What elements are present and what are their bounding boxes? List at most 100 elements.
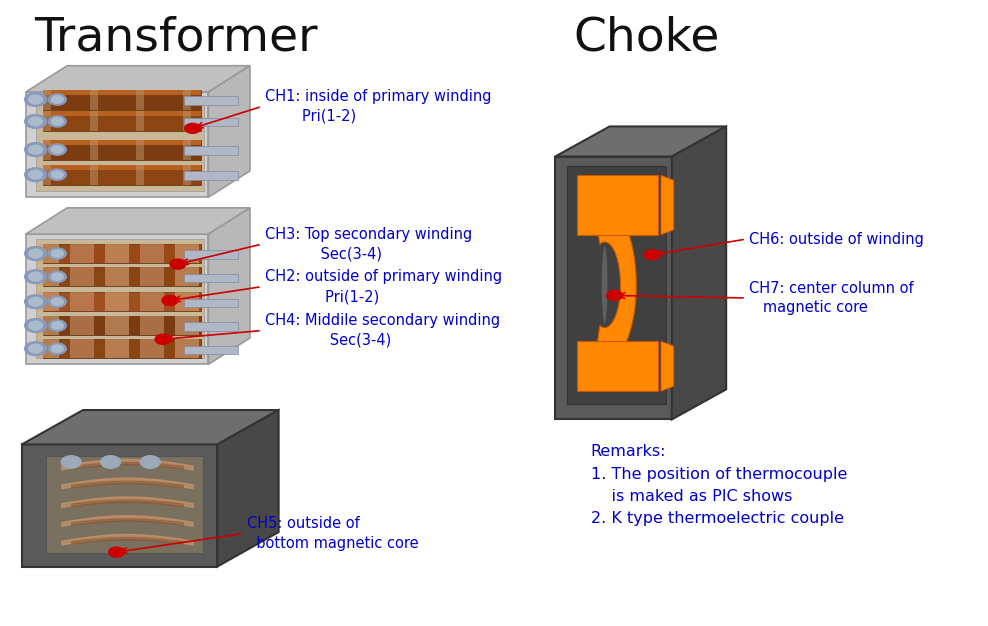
Polygon shape (555, 126, 726, 156)
Circle shape (51, 322, 63, 329)
Text: CH7: center column of
   magnetic core: CH7: center column of magnetic core (749, 280, 914, 316)
Circle shape (51, 146, 63, 153)
Polygon shape (595, 207, 636, 363)
Circle shape (29, 117, 42, 126)
Polygon shape (43, 111, 201, 131)
Polygon shape (43, 244, 201, 263)
Polygon shape (577, 341, 658, 391)
Polygon shape (105, 292, 128, 311)
Circle shape (25, 319, 46, 332)
Polygon shape (140, 267, 164, 286)
Circle shape (29, 344, 42, 353)
Circle shape (48, 296, 66, 307)
Polygon shape (36, 244, 59, 263)
Polygon shape (661, 175, 674, 235)
Polygon shape (183, 140, 191, 160)
Circle shape (25, 295, 46, 309)
Polygon shape (140, 339, 164, 358)
Polygon shape (70, 316, 94, 335)
Text: Choke: Choke (573, 16, 719, 61)
Polygon shape (184, 146, 238, 155)
Polygon shape (184, 274, 238, 282)
Polygon shape (140, 244, 164, 263)
Polygon shape (217, 410, 279, 567)
Circle shape (51, 345, 63, 352)
Polygon shape (136, 165, 144, 185)
Text: CH5: outside of
  bottom magnetic core: CH5: outside of bottom magnetic core (247, 516, 419, 551)
Polygon shape (136, 111, 144, 131)
Polygon shape (661, 341, 674, 391)
Polygon shape (70, 339, 94, 358)
Text: Transformer: Transformer (35, 16, 318, 61)
Polygon shape (43, 140, 51, 160)
Polygon shape (43, 111, 201, 116)
Polygon shape (175, 267, 199, 286)
Polygon shape (183, 165, 191, 185)
Polygon shape (105, 339, 128, 358)
Polygon shape (22, 444, 217, 567)
Polygon shape (105, 316, 128, 335)
Text: CH3: Top secondary winding
            Sec(3-4): CH3: Top secondary winding Sec(3-4) (265, 227, 472, 262)
Polygon shape (90, 165, 98, 185)
Circle shape (109, 547, 124, 557)
Circle shape (162, 295, 178, 305)
Circle shape (51, 96, 63, 103)
Circle shape (140, 456, 160, 468)
Polygon shape (183, 90, 191, 110)
Circle shape (29, 95, 42, 104)
Text: CH6: outside of winding: CH6: outside of winding (749, 232, 924, 247)
Circle shape (25, 247, 46, 260)
Polygon shape (46, 456, 203, 553)
Circle shape (607, 290, 622, 300)
Polygon shape (90, 140, 98, 160)
Polygon shape (43, 316, 201, 335)
Circle shape (155, 334, 171, 344)
Polygon shape (208, 208, 250, 364)
Polygon shape (184, 346, 238, 354)
Polygon shape (672, 126, 726, 419)
Circle shape (644, 250, 660, 260)
Polygon shape (184, 299, 238, 307)
Polygon shape (26, 234, 208, 364)
Polygon shape (184, 322, 238, 331)
Circle shape (29, 297, 42, 306)
Circle shape (29, 321, 42, 330)
Polygon shape (184, 171, 238, 180)
Circle shape (170, 259, 186, 269)
Circle shape (25, 115, 46, 128)
Circle shape (51, 118, 63, 125)
Polygon shape (602, 245, 608, 324)
Polygon shape (140, 316, 164, 335)
Polygon shape (43, 165, 201, 170)
Circle shape (48, 116, 66, 127)
Circle shape (101, 456, 121, 468)
Polygon shape (70, 267, 94, 286)
Circle shape (48, 144, 66, 155)
Polygon shape (26, 92, 208, 197)
Polygon shape (36, 316, 59, 335)
Circle shape (185, 123, 201, 133)
Polygon shape (175, 292, 199, 311)
Circle shape (51, 250, 63, 257)
Text: Remarks:
1. The position of thermocouple
    is maked as PIC shows
2. K type the: Remarks: 1. The position of thermocouple… (591, 444, 847, 526)
Circle shape (29, 145, 42, 154)
Polygon shape (184, 96, 238, 105)
Polygon shape (43, 140, 201, 145)
Polygon shape (26, 208, 250, 234)
Circle shape (29, 249, 42, 258)
Polygon shape (105, 267, 128, 286)
Text: CH1: inside of primary winding
        Pri(1-2): CH1: inside of primary winding Pri(1-2) (265, 89, 491, 124)
Polygon shape (43, 140, 201, 160)
Circle shape (48, 94, 66, 105)
Circle shape (29, 170, 42, 179)
Polygon shape (175, 316, 199, 335)
Polygon shape (140, 292, 164, 311)
Circle shape (25, 342, 46, 356)
Polygon shape (90, 90, 98, 110)
Circle shape (25, 168, 46, 182)
Polygon shape (36, 339, 59, 358)
Polygon shape (105, 244, 128, 263)
Polygon shape (22, 410, 279, 444)
Text: CH2: outside of primary winding
             Pri(1-2): CH2: outside of primary winding Pri(1-2) (265, 269, 502, 304)
Circle shape (48, 343, 66, 354)
